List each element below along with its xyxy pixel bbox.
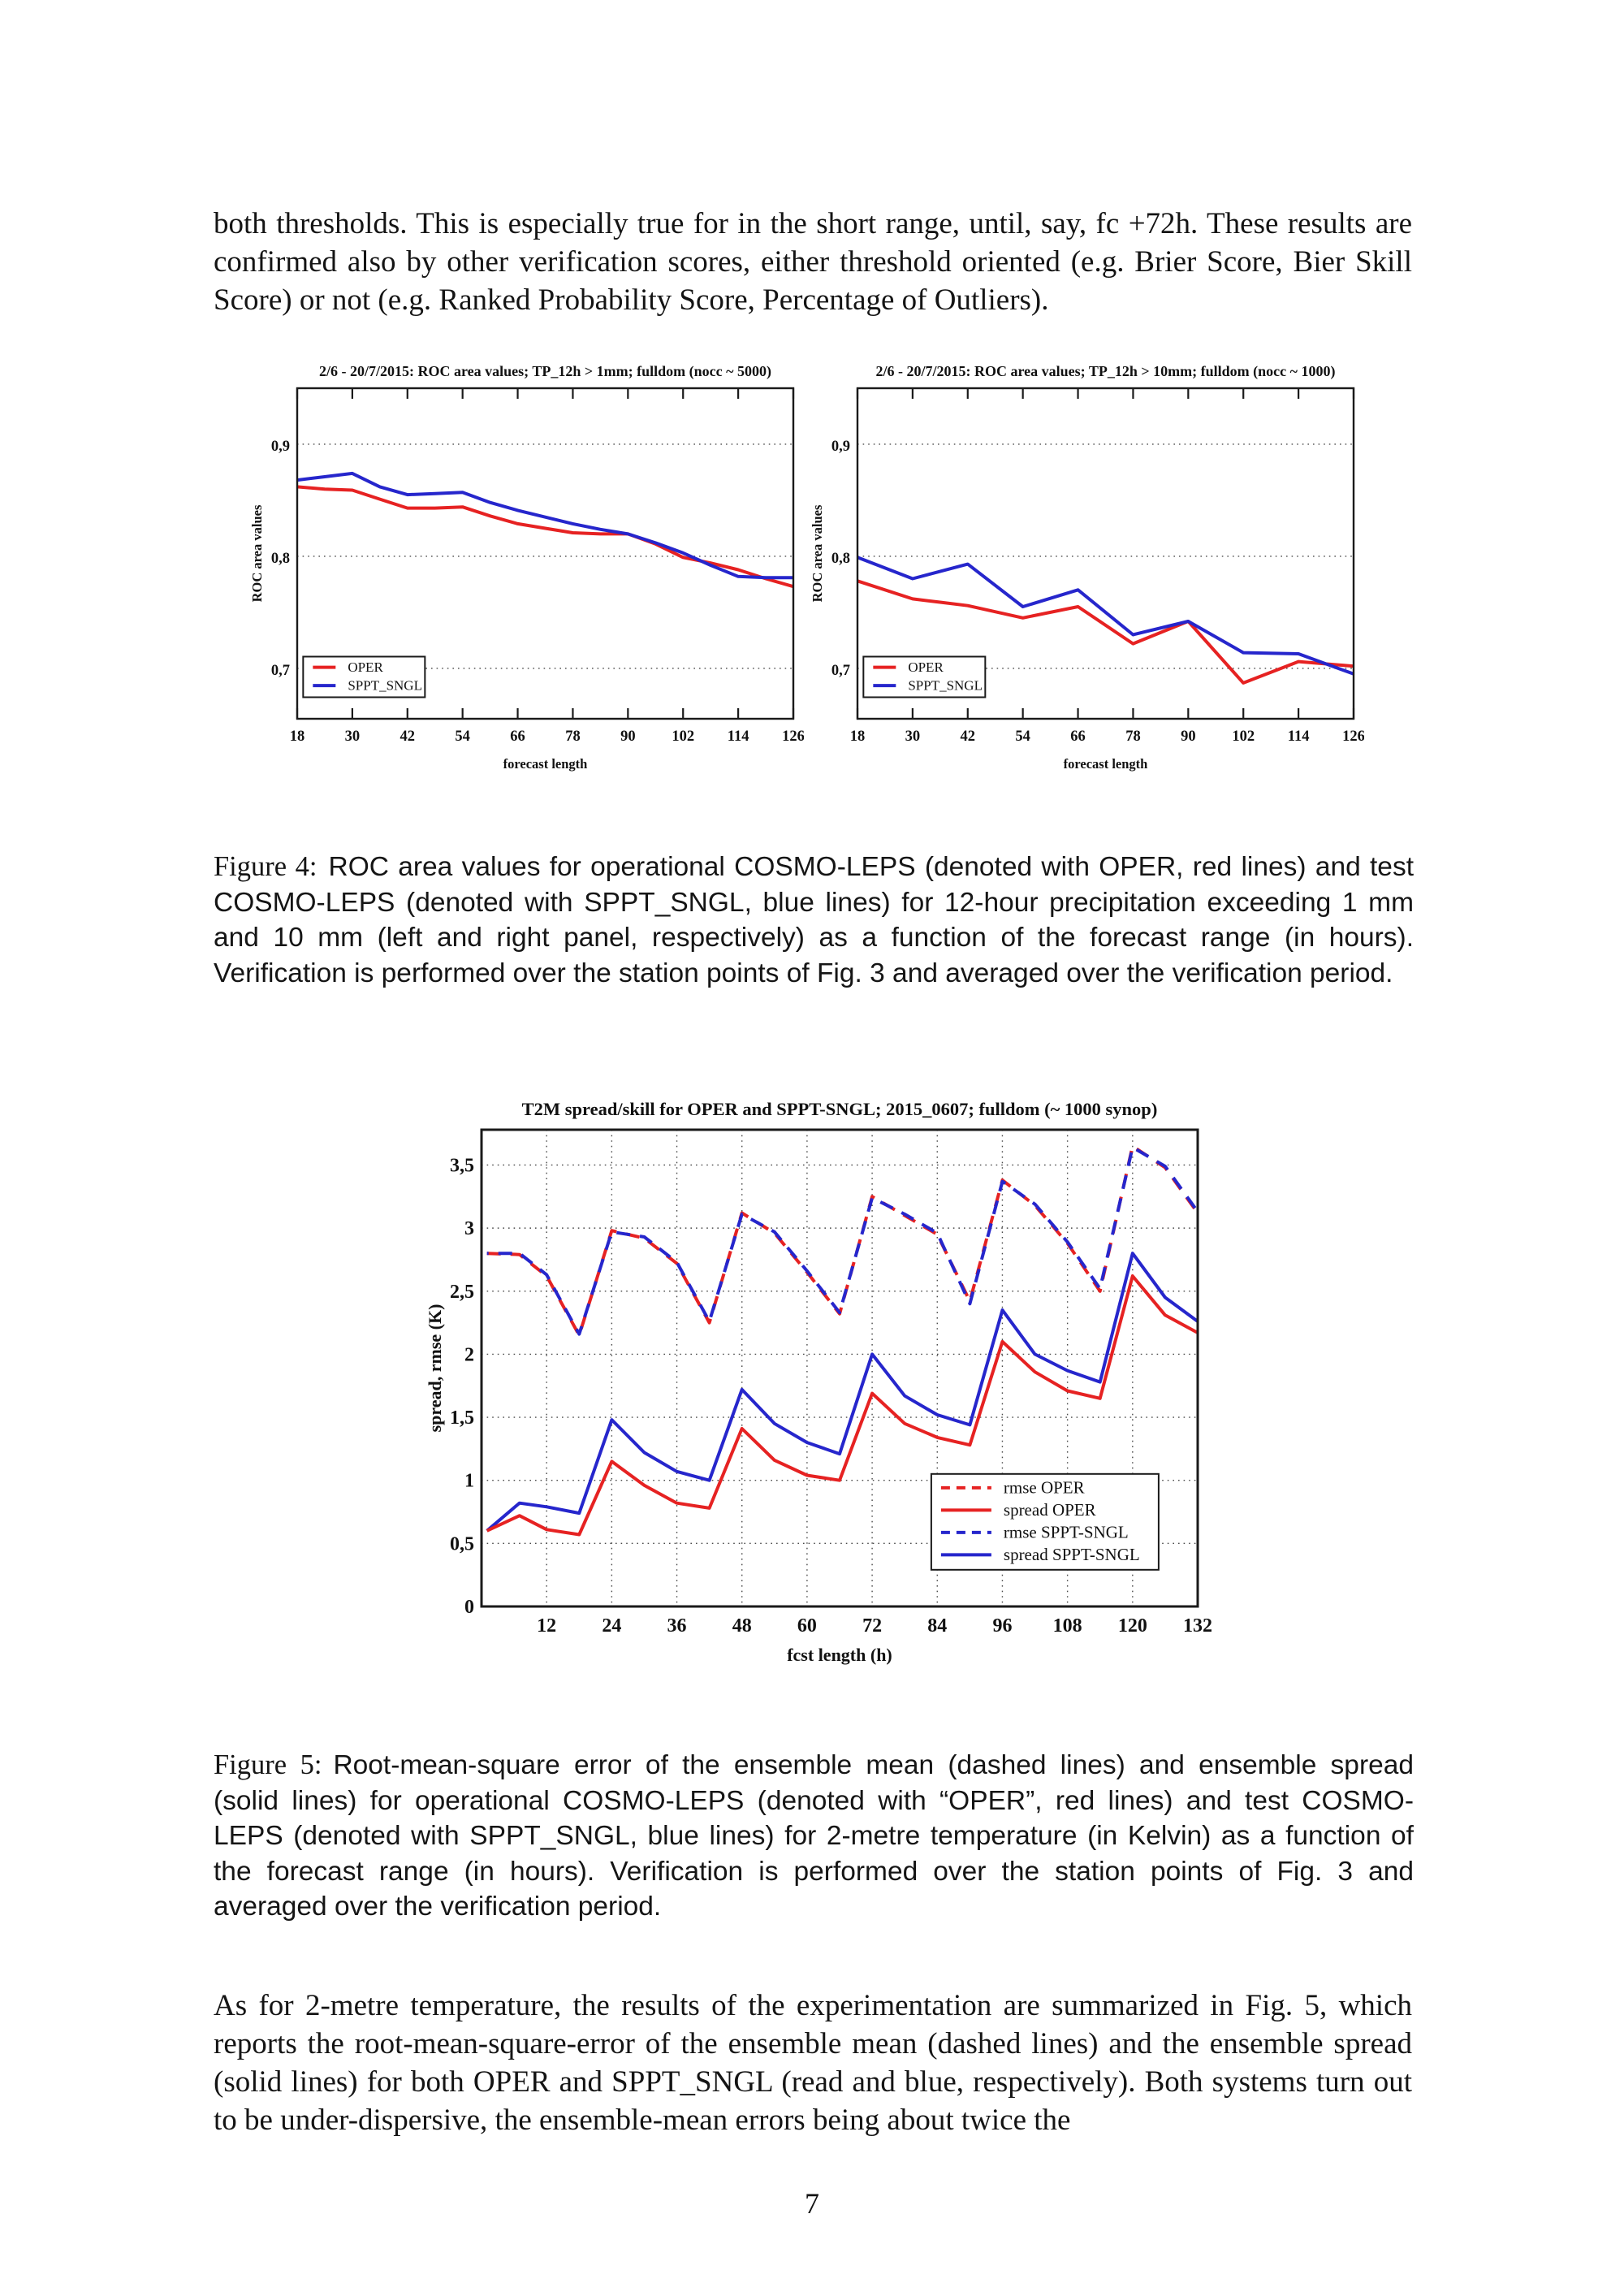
- svg-text:rmse OPER: rmse OPER: [1004, 1478, 1085, 1498]
- svg-text:SPPT_SNGL: SPPT_SNGL: [908, 678, 983, 694]
- svg-text:66: 66: [1070, 729, 1086, 745]
- svg-text:114: 114: [1288, 729, 1310, 745]
- figure5-caption-text: Root-mean-square error of the ensemble m…: [214, 1750, 1414, 1922]
- svg-text:18: 18: [850, 729, 866, 745]
- svg-text:0,8: 0,8: [831, 551, 850, 567]
- svg-text:102: 102: [1232, 729, 1255, 745]
- svg-text:spread, rmse (K): spread, rmse (K): [425, 1304, 445, 1433]
- svg-text:78: 78: [1125, 729, 1141, 745]
- svg-text:54: 54: [1015, 729, 1030, 745]
- svg-text:spread SPPT-SNGL: spread SPPT-SNGL: [1004, 1545, 1140, 1564]
- svg-text:78: 78: [565, 729, 581, 745]
- svg-text:66: 66: [510, 729, 525, 745]
- svg-text:132: 132: [1183, 1615, 1212, 1637]
- svg-text:36: 36: [667, 1615, 687, 1637]
- svg-text:108: 108: [1053, 1615, 1082, 1637]
- svg-text:0,9: 0,9: [271, 439, 290, 455]
- svg-text:2: 2: [464, 1344, 474, 1365]
- svg-text:90: 90: [620, 729, 636, 745]
- svg-text:ROC area values: ROC area values: [249, 504, 265, 602]
- svg-text:3,5: 3,5: [450, 1155, 474, 1176]
- svg-text:SPPT_SNGL: SPPT_SNGL: [348, 678, 422, 694]
- svg-text:48: 48: [732, 1615, 752, 1637]
- svg-text:42: 42: [400, 729, 416, 745]
- svg-text:0: 0: [464, 1597, 474, 1618]
- svg-text:72: 72: [862, 1615, 882, 1637]
- svg-text:fcst length (h): fcst length (h): [787, 1645, 892, 1665]
- svg-text:12: 12: [537, 1615, 556, 1637]
- svg-text:0,7: 0,7: [271, 663, 290, 679]
- svg-text:96: 96: [992, 1615, 1012, 1637]
- svg-text:90: 90: [1181, 729, 1196, 745]
- svg-text:42: 42: [961, 729, 976, 745]
- svg-text:54: 54: [455, 729, 470, 745]
- figure5-caption: Figure 5: Root-mean-square error of the e…: [214, 1748, 1414, 1925]
- svg-text:126: 126: [1342, 729, 1364, 745]
- figure4-caption: Figure 4: ROC area values for operational…: [214, 850, 1414, 991]
- svg-text:1,5: 1,5: [450, 1407, 474, 1429]
- svg-text:2/6 - 20/7/2015: ROC area valu: 2/6 - 20/7/2015: ROC area values; TP_12h…: [876, 363, 1336, 380]
- svg-text:0,9: 0,9: [831, 439, 850, 455]
- paragraph-top: both thresholds. This is especially true…: [214, 207, 1412, 317]
- svg-text:forecast length: forecast length: [503, 756, 588, 772]
- svg-text:0,7: 0,7: [831, 663, 850, 679]
- svg-text:ROC area values: ROC area values: [810, 504, 825, 602]
- svg-text:0,8: 0,8: [271, 551, 290, 567]
- figure4-caption-text: ROC area values for operational COSMO-LE…: [214, 852, 1414, 988]
- svg-text:spread OPER: spread OPER: [1004, 1500, 1096, 1520]
- svg-text:102: 102: [672, 729, 694, 745]
- svg-text:OPER: OPER: [348, 659, 383, 675]
- svg-text:84: 84: [927, 1615, 947, 1637]
- svg-text:0,5: 0,5: [450, 1533, 474, 1554]
- roc-area-chart-1mm: 18 30 42 54 66 78 90 102 114 126 0,7 0,8 0,9 2/6 - 20…: [249, 363, 804, 772]
- page-number: 7: [805, 2187, 819, 2220]
- svg-text:1: 1: [464, 1471, 474, 1492]
- roc-area-chart-10mm: 18 30 42 54 66 78 90 102 114 126 0,7 0,8 0,9 2/6 - 20…: [810, 363, 1364, 772]
- svg-text:30: 30: [905, 729, 921, 745]
- svg-text:114: 114: [728, 729, 749, 745]
- svg-text:24: 24: [602, 1615, 621, 1637]
- svg-text:30: 30: [345, 729, 361, 745]
- svg-text:2/6 - 20/7/2015: ROC area valu: 2/6 - 20/7/2015: ROC area values; TP_12h…: [319, 363, 771, 380]
- svg-text:120: 120: [1118, 1615, 1147, 1637]
- svg-text:3: 3: [464, 1218, 474, 1239]
- figure5-label: Figure 5:: [214, 1749, 322, 1780]
- svg-text:18: 18: [290, 729, 305, 745]
- svg-text:126: 126: [782, 729, 804, 745]
- figure4-label: Figure 4:: [214, 851, 317, 882]
- svg-text:rmse SPPT-SNGL: rmse SPPT-SNGL: [1004, 1523, 1129, 1542]
- t2m-spread-skill-chart: 12 24 36 48 60 72 84 96 108 120 132 0 0,5 1 1,5 2 2,5 3 3,…: [425, 1099, 1212, 1665]
- svg-text:60: 60: [797, 1615, 817, 1637]
- svg-text:T2M spread/skill for OPER and: T2M spread/skill for OPER and SPPT-SNGL;…: [522, 1099, 1158, 1119]
- svg-text:OPER: OPER: [908, 659, 944, 675]
- svg-text:2,5: 2,5: [450, 1282, 474, 1303]
- paragraph-bottom: As for 2-metre temperature, the results …: [214, 1989, 1412, 2137]
- svg-text:forecast length: forecast length: [1064, 756, 1148, 772]
